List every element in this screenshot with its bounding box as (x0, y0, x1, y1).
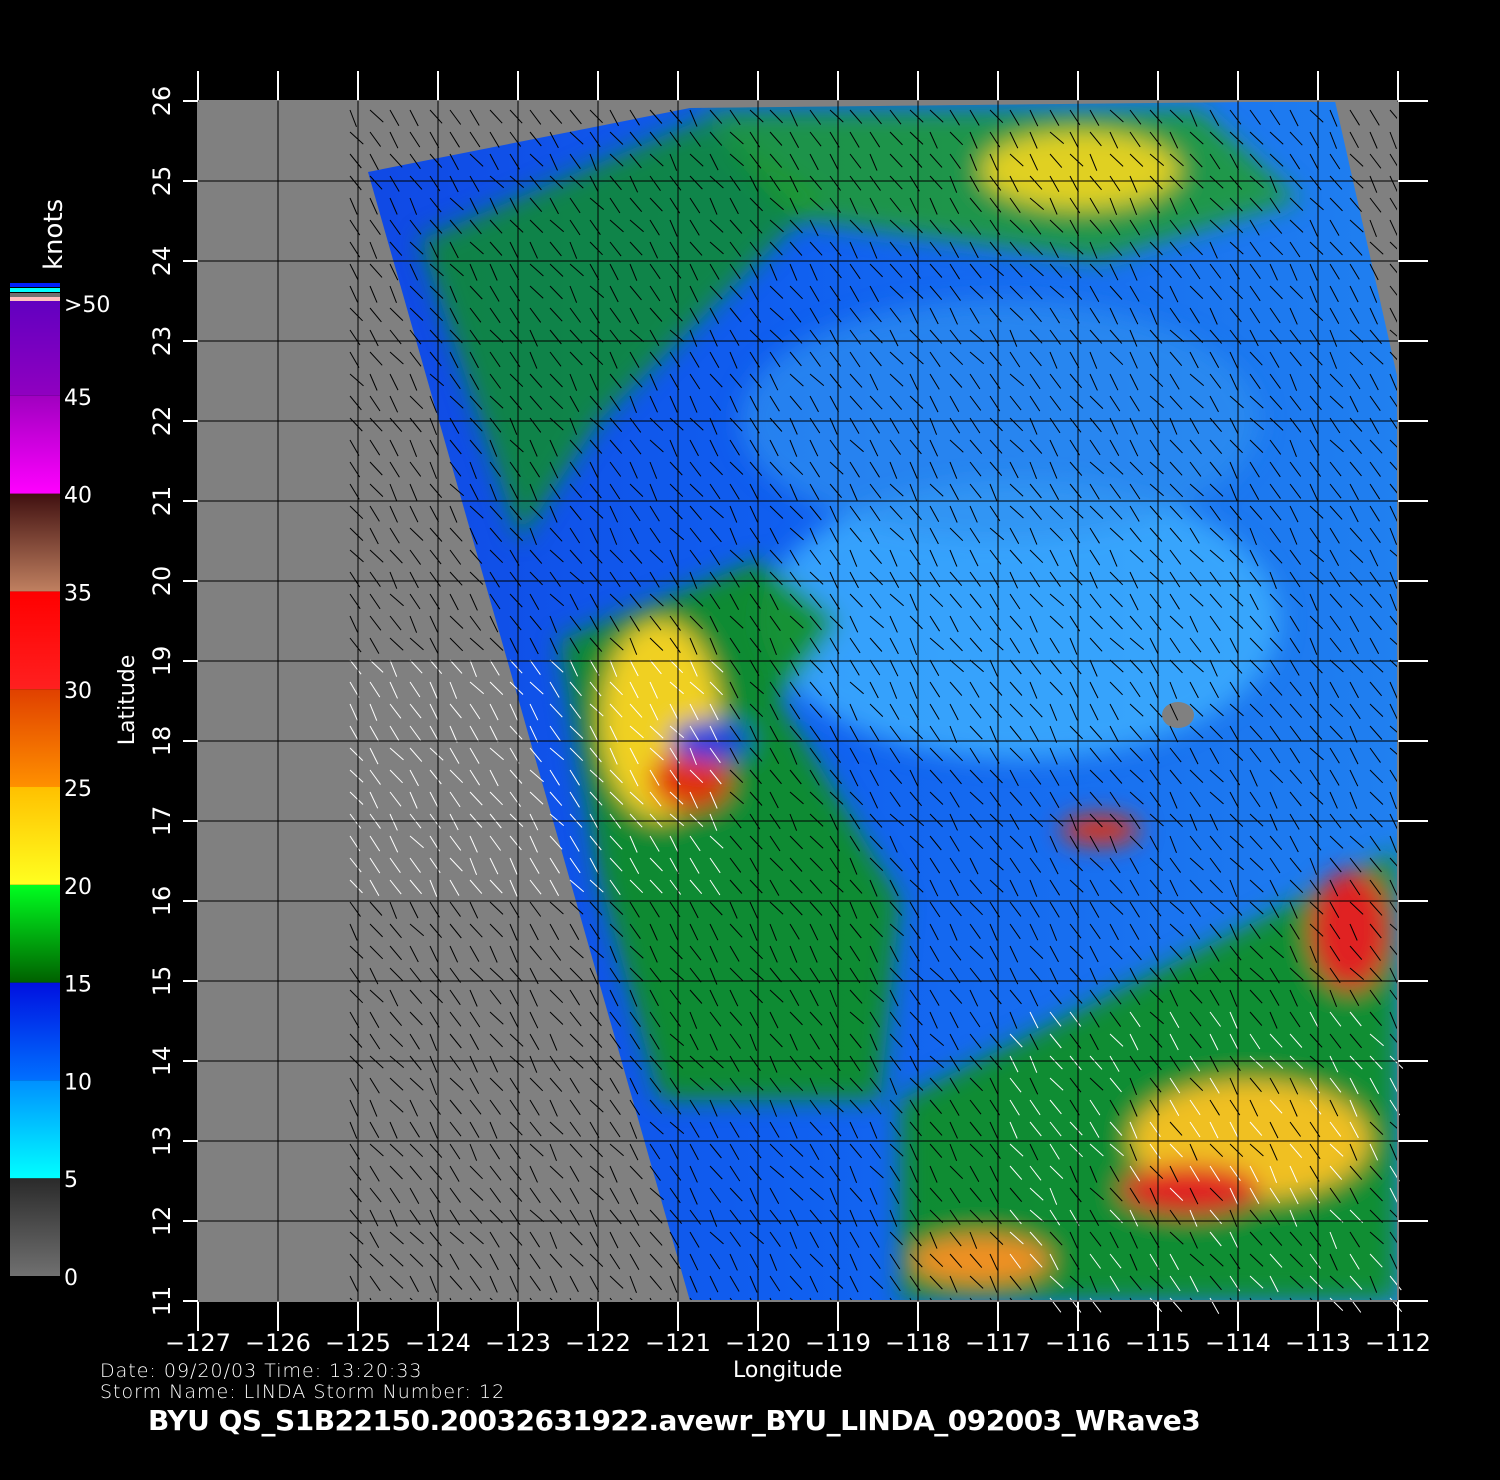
colorbar-overflow-band (10, 288, 60, 292)
latitude-tick-label: 23 (148, 326, 176, 357)
y-axis-label: Latitude (115, 655, 140, 746)
longitude-tick-label: −121 (645, 1329, 711, 1357)
colorbar-label: >50 (64, 293, 110, 318)
date-time-line: Date: 09/20/03 Time: 13:20:33 (100, 1360, 423, 1382)
latitude-tick-label: 11 (148, 1286, 176, 1317)
latitude-tick-label: 17 (148, 806, 176, 837)
colorbar-unit: knots (39, 199, 69, 270)
longitude-tick-label: −124 (405, 1329, 471, 1357)
latitude-tick-label: 14 (148, 1046, 176, 1077)
latitude-tick-label: 15 (148, 966, 176, 997)
latitude-tick-label: 26 (148, 86, 176, 117)
longitude-tick-label: −113 (1285, 1329, 1351, 1357)
longitude-tick-label: −117 (965, 1329, 1031, 1357)
longitude-tick-label: −126 (245, 1329, 311, 1357)
colorbar-label: 10 (64, 1070, 92, 1095)
latitude-tick-label: 19 (148, 646, 176, 677)
colorbar-label: 25 (64, 777, 92, 802)
colorbar-segment (10, 591, 60, 690)
colorbar-label: 20 (64, 875, 92, 900)
colorbar-label: 30 (64, 679, 92, 704)
colorbar: 0 5 10 15 20 25 30 35 40 45 >50 (10, 283, 110, 1291)
colorbar-segment (10, 1080, 60, 1179)
longitude-tick-label: −118 (885, 1329, 951, 1357)
latitude-tick-label: 12 (148, 1206, 176, 1237)
latitude-tick-label: 16 (148, 886, 176, 917)
colorbar-overflow-band (10, 297, 60, 301)
latitude-tick-label: 22 (148, 406, 176, 437)
colorbar-overflow-band (10, 293, 60, 297)
colorbar-segment (10, 884, 60, 983)
longitude-tick-label: −116 (1045, 1329, 1111, 1357)
colorbar-label: 35 (64, 581, 92, 606)
latitude-tick-label: 21 (148, 486, 176, 517)
colorbar-overflow-band (10, 283, 60, 287)
colorbar-label: 0 (64, 1266, 78, 1291)
latitude-tick-label: 20 (148, 566, 176, 597)
longitude-tick-label: −120 (725, 1329, 791, 1357)
colorbar-label: 40 (64, 484, 92, 509)
longitude-tick-label: −112 (1365, 1329, 1431, 1357)
colorbar-segment (10, 689, 60, 787)
longitude-tick-label: −115 (1125, 1329, 1191, 1357)
longitude-tick-label: −122 (565, 1329, 631, 1357)
colorbar-label: 45 (64, 386, 92, 411)
wind-barbs (349, 109, 1404, 1315)
latitude-tick-label: 18 (148, 726, 176, 757)
longitude-tick-label: −123 (485, 1329, 551, 1357)
colorbar-segment (10, 493, 60, 592)
map-grid: −127 −126 −125 −124 −123 −122 −121 −120 −119 −118… (148, 71, 1431, 1357)
longitude-tick-label: −114 (1205, 1329, 1271, 1357)
colorbar-segment (10, 1178, 60, 1276)
storm-line: Storm Name: LINDA Storm Number: 12 (100, 1381, 506, 1403)
x-axis-label: Longitude (733, 1358, 843, 1383)
file-title: BYU QS_S1B22150.20032631922.avewr_BYU_LI… (148, 1404, 1201, 1437)
latitude-tick-label: 24 (148, 246, 176, 277)
longitude-tick-label: −125 (325, 1329, 391, 1357)
longitude-tick-label: −127 (165, 1329, 231, 1357)
longitude-tick-label: −119 (805, 1329, 871, 1357)
latitude-tick-label: 25 (148, 166, 176, 197)
colorbar-label: 15 (64, 973, 92, 998)
colorbar-label: 5 (64, 1168, 78, 1193)
colorbar-segment (10, 982, 60, 1081)
colorbar-segment (10, 787, 60, 885)
colorbar-segment (10, 298, 60, 396)
colorbar-segment (10, 395, 60, 494)
latitude-tick-label: 13 (148, 1126, 176, 1157)
